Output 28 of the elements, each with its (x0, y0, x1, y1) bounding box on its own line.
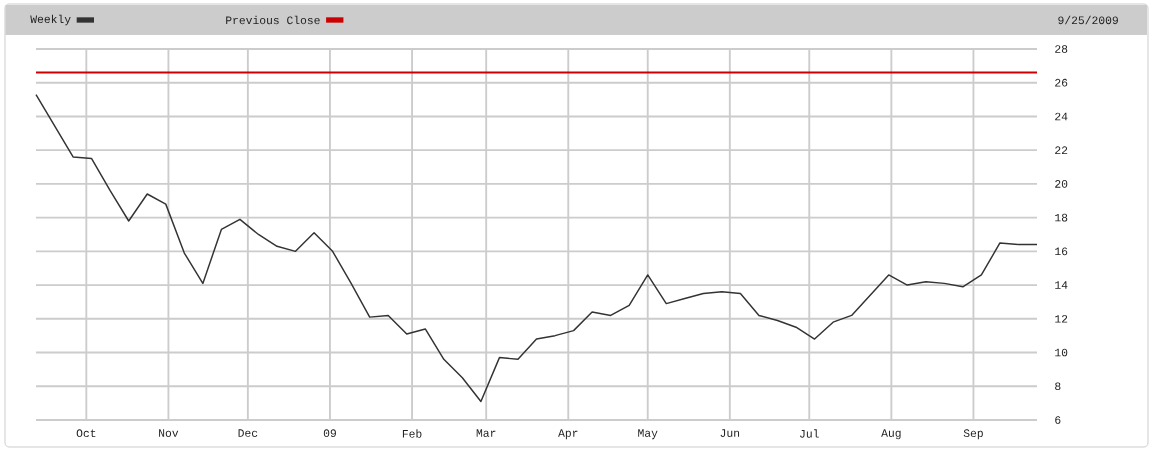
y-tick-label: 22 (1055, 146, 1068, 154)
x-tick-label: Feb (402, 429, 422, 438)
x-tick-label: Jul (800, 429, 819, 438)
y-tick-label: 10 (1055, 348, 1068, 357)
x-tick-label: Dec (238, 429, 258, 437)
x-tick-label: Mar (476, 429, 496, 437)
legend-label: Weekly (30, 14, 71, 26)
y-tick-label: 16 (1055, 247, 1068, 256)
y-tick-label: 28 (1055, 45, 1068, 53)
x-tick-label: 09 (323, 429, 336, 438)
legend-label: Previous Close (226, 15, 320, 25)
line-series (35, 93, 1038, 403)
x-tick-label: Oct (76, 429, 96, 438)
y-tick-label: 26 (1055, 78, 1068, 87)
y-tick-label: 6 (1055, 416, 1061, 424)
x-tick-label: Nov (159, 429, 179, 437)
x-tick-label: Aug (881, 429, 901, 440)
y-tick-label: 8 (1055, 382, 1061, 391)
y-tick-label: 14 (1055, 281, 1068, 289)
y-tick-label: 12 (1055, 315, 1068, 323)
x-tick-label: Apr (558, 429, 578, 440)
text: 9/25/2009 (1058, 15, 1118, 25)
y-tick-label: 20 (1055, 180, 1068, 188)
x-tick-label: Jun (720, 429, 740, 437)
y-tick-label: 18 (1055, 213, 1068, 222)
x-tick-label: Sep (963, 429, 983, 440)
y-tick-label: 24 (1055, 112, 1068, 121)
x-tick-label: May (638, 429, 658, 440)
